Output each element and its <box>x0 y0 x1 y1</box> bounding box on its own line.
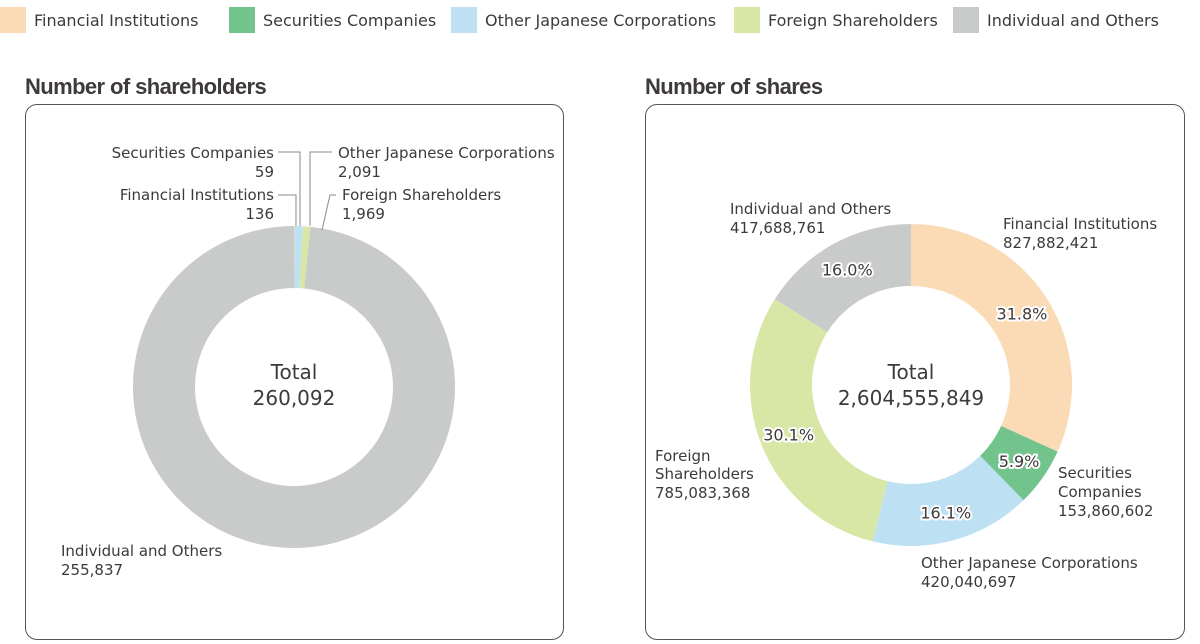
callout-name-foreign-shareholders-line1: Foreign <box>655 447 711 465</box>
callout-name-securities-companies-line2: Companies <box>1058 483 1142 501</box>
shareholders-chart-panel <box>25 104 564 640</box>
percent-label-financial-institutions: 31.8% <box>997 305 1048 324</box>
legend-label: Individual and Others <box>987 10 1159 30</box>
shareholders-leader-lines <box>278 151 336 231</box>
shareholders-slice-individual-and-others <box>132 225 455 548</box>
callout-value-securities-companies: 59 <box>255 163 274 181</box>
legend: Financial Institutions Securities Compan… <box>0 7 1200 33</box>
legend-swatch-securities-companies <box>229 7 255 33</box>
callout-name-individual-and-others: Individual and Others <box>730 200 891 218</box>
legend-item-individual-and-others: Individual and Others <box>953 7 1159 33</box>
callout-value-financial-institutions: 827,882,421 <box>1003 234 1098 252</box>
shares-chart-title: Number of shares <box>645 74 823 99</box>
percent-label-individual-and-others: 16.0% <box>822 260 873 279</box>
legend-label: Other Japanese Corporations <box>485 10 717 30</box>
callout-name-foreign-shareholders: Foreign Shareholders <box>342 186 501 204</box>
legend-label: Securities Companies <box>263 10 437 30</box>
callout-name-securities-companies-line1: Securities <box>1058 464 1132 482</box>
callout-name-foreign-shareholders-line2: Shareholders <box>655 465 754 483</box>
legend-label: Foreign Shareholders <box>768 10 938 30</box>
callout-name-individual-and-others: Individual and Others <box>61 542 222 560</box>
callout-name-financial-institutions: Financial Institutions <box>1003 215 1157 233</box>
shareholders-center-value: 260,092 <box>253 386 336 410</box>
shareholders-slice-foreign-shareholders <box>299 226 311 289</box>
shares-chart-panel <box>645 104 1185 640</box>
legend-swatch-individual-and-others <box>953 7 979 33</box>
shares-slice-individual-and-others <box>774 224 911 333</box>
legend-swatch-other-japanese-corporations <box>451 7 477 33</box>
shares-slice-foreign-shareholders <box>750 299 888 542</box>
percent-label-other-japanese-corporations: 16.1% <box>920 503 971 522</box>
shares-center-value: 2,604,555,849 <box>838 386 984 410</box>
callout-value-other-japanese-corporations: 420,040,697 <box>921 573 1016 591</box>
callout-value-other-japanese-corporations: 2,091 <box>338 163 381 181</box>
shares-donut <box>750 224 1072 547</box>
legend-item-foreign-shareholders: Foreign Shareholders <box>734 7 938 33</box>
leader-line-securities-companies <box>278 151 301 226</box>
callout-value-financial-institutions: 136 <box>245 205 274 223</box>
percent-label-foreign-shareholders: 30.1% <box>763 425 814 444</box>
legend-item-other-japanese-corporations: Other Japanese Corporations <box>451 7 716 33</box>
callout-value-foreign-shareholders: 785,083,368 <box>655 484 750 502</box>
percent-label-securities-companies: 5.9% <box>999 452 1040 471</box>
callout-value-individual-and-others: 417,688,761 <box>730 219 825 237</box>
shares-slice-securities-companies <box>980 425 1058 501</box>
callout-name-securities-companies: Securities Companies <box>112 144 275 162</box>
legend-item-securities-companies: Securities Companies <box>229 7 436 33</box>
legend-swatch-foreign-shareholders <box>734 7 760 33</box>
leader-line-other-japanese-corporations <box>309 151 332 226</box>
callout-value-individual-and-others: 255,837 <box>61 561 123 579</box>
callout-value-securities-companies: 153,860,602 <box>1058 502 1153 520</box>
leader-line-foreign-shareholders <box>321 194 336 231</box>
callout-name-financial-institutions: Financial Institutions <box>120 186 274 204</box>
callout-name-other-japanese-corporations: Other Japanese Corporations <box>921 554 1138 572</box>
shareholders-slice-financial-institutions <box>294 226 295 289</box>
legend-swatch-financial-institutions <box>0 7 26 33</box>
leader-line-financial-institutions <box>278 194 297 226</box>
callout-value-foreign-shareholders: 1,969 <box>342 205 385 223</box>
shareholders-center-label: Total <box>270 360 318 384</box>
shares-slice-other-japanese-corporations <box>872 455 1024 547</box>
legend-item-financial-institutions: Financial Institutions <box>0 7 198 33</box>
shareholders-chart-title: Number of shareholders <box>25 74 267 99</box>
shareholders-slice-other-japanese-corporations <box>294 226 303 289</box>
shares-slice-financial-institutions <box>911 224 1072 452</box>
legend-label: Financial Institutions <box>34 10 199 30</box>
shares-center-label: Total <box>887 360 935 384</box>
shareholders-donut <box>132 225 455 548</box>
callout-name-other-japanese-corporations: Other Japanese Corporations <box>338 144 555 162</box>
